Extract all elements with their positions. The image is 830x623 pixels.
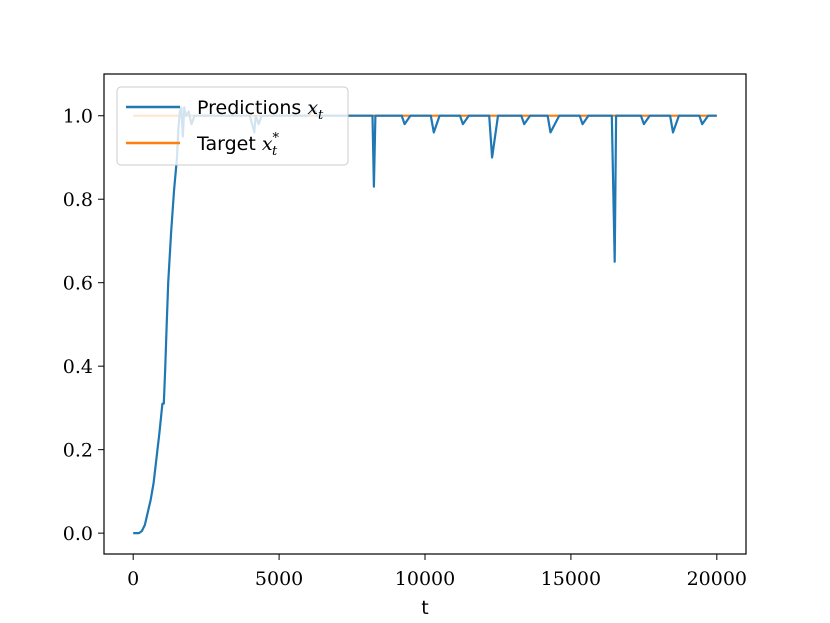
x-tick-label: 15000 xyxy=(541,568,601,590)
y-tick-label: 0.8 xyxy=(63,189,93,211)
x-tick-label: 0 xyxy=(127,568,139,590)
x-axis-label: t xyxy=(421,597,428,619)
series-line-0 xyxy=(133,106,717,535)
y-tick-label: 1.0 xyxy=(63,106,93,128)
x-tick-label: 10000 xyxy=(395,568,455,590)
series-layer xyxy=(133,106,717,535)
y-tick-label: 0.2 xyxy=(63,440,93,462)
x-tick-label: 20000 xyxy=(687,568,747,590)
x-tick-label: 5000 xyxy=(255,568,303,590)
legend-label-1: Target x* t xyxy=(196,131,280,159)
x-axis-ticks: 0 5000 10000 15000 20000 xyxy=(127,554,747,590)
legend: Predictions xt Target x* t xyxy=(116,86,349,166)
y-tick-label: 0.4 xyxy=(63,356,93,378)
y-axis-ticks: 0.0 0.2 0.4 0.6 0.8 1.0 xyxy=(63,106,104,545)
legend-label-0: Predictions xt xyxy=(197,97,324,123)
y-tick-label: 0.6 xyxy=(63,273,93,295)
y-tick-label: 0.0 xyxy=(63,523,93,545)
